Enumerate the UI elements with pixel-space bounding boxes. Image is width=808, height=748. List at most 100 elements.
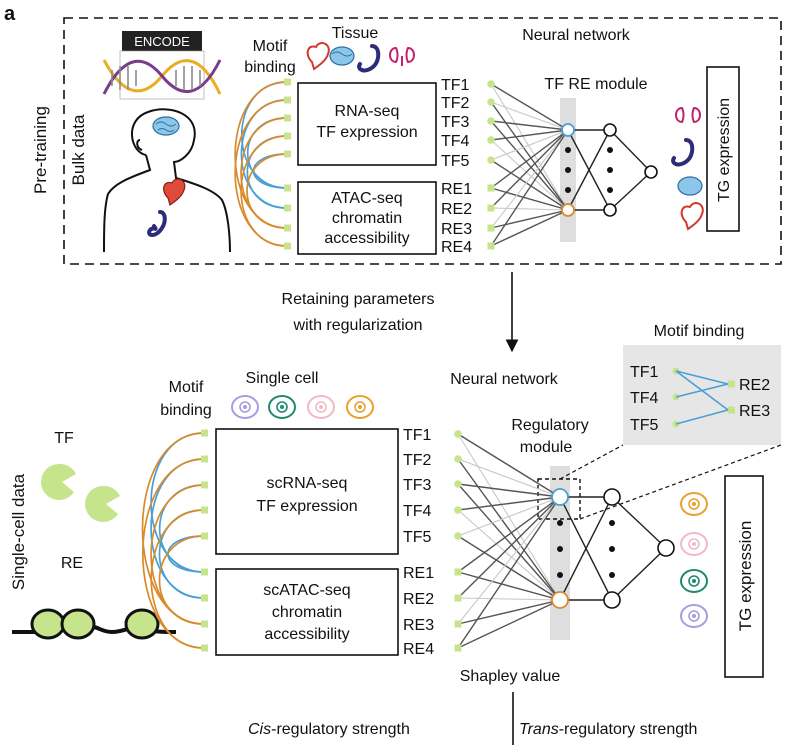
input-edge: [457, 458, 561, 498]
re-label-1: RE1: [403, 565, 434, 582]
sc-single-cell-label: Single cell: [246, 370, 319, 387]
input-edge: [490, 83, 569, 211]
hidden-edge: [559, 496, 613, 601]
cell-pink-icon: [307, 395, 335, 419]
sc-atac-line1: scATAC-seq: [263, 582, 350, 599]
module-ellipsis-dot: [557, 572, 563, 578]
tf-input-node-2: [487, 98, 495, 106]
re-label-2: RE2: [403, 591, 434, 608]
pretraining-motif-label: Motif: [253, 38, 288, 55]
tissue-kidney-icon: [389, 46, 415, 66]
encode-logo: ENCODE: [102, 31, 222, 100]
cell-nucleolus: [692, 502, 696, 506]
transition-line2: with regularization: [293, 317, 423, 334]
inset-re-node-2: [728, 406, 735, 414]
hidden-edge: [567, 129, 611, 211]
module-ellipsis-dot: [565, 147, 571, 153]
motif-arc: [158, 535, 205, 625]
input-square-8: [284, 224, 291, 232]
tf-label-1: TF1: [441, 77, 470, 94]
motif-arc: [167, 535, 205, 573]
input-edge: [490, 187, 569, 211]
output-node: [644, 165, 658, 179]
sc-binding-label: binding: [160, 402, 212, 419]
input-edge: [490, 129, 569, 141]
input-square-4: [201, 506, 208, 514]
inset-re-label-1: RE2: [739, 377, 770, 394]
output-node: [657, 539, 675, 557]
tf-label-5: TF5: [441, 153, 470, 170]
re-input-node-3: [454, 620, 462, 628]
hidden-node-1: [603, 123, 617, 137]
pretraining-input-squares: [284, 78, 291, 250]
cell-nucleus: [239, 401, 251, 413]
hidden-node-2: [603, 203, 617, 217]
sc-module-label-1: Regulatory: [511, 417, 588, 434]
sc-rna-box: [215, 428, 399, 555]
sc-motif-label: Motif: [169, 379, 204, 396]
input-square-9: [201, 644, 208, 652]
inset-connector-top: [559, 444, 624, 480]
pretraining-atac-box: [297, 181, 437, 255]
re-input-node-2: [487, 204, 495, 212]
tg-cell-icons: [680, 492, 708, 628]
input-edge: [457, 496, 561, 537]
svg-text:ENCODE: ENCODE: [134, 34, 190, 49]
sc-motif-arcs: [141, 432, 205, 649]
hidden-ellipsis-dot: [607, 167, 613, 173]
sc-network-nodes: [454, 430, 675, 652]
tg-stomach-icon: [671, 138, 695, 167]
re-input-node-2: [454, 594, 462, 602]
cell-nucleus: [688, 610, 700, 622]
input-edge: [457, 571, 561, 601]
inset-tf-label-3: TF5: [630, 417, 659, 434]
module-node-top: [561, 123, 575, 137]
input-edge: [490, 209, 569, 229]
pretraining-network-nodes: [487, 80, 658, 250]
tissue-brain-icon: [329, 46, 355, 66]
hidden-node-2: [603, 591, 621, 609]
module-node-bottom: [561, 203, 575, 217]
module-node-top: [551, 488, 569, 506]
input-square-2: [284, 96, 291, 104]
inset-re-node-1: [728, 380, 735, 388]
pretraining-atac-line3: accessibility: [324, 230, 409, 247]
cell-nucleolus: [358, 405, 362, 409]
hidden-ellipsis-dot: [609, 520, 615, 526]
sc-tf-label: TF: [54, 430, 74, 447]
inset-binding-edge: [675, 370, 729, 385]
input-edge: [490, 207, 569, 211]
input-edge: [490, 129, 569, 247]
module-ellipsis-dot: [557, 520, 563, 526]
input-square-8: [201, 620, 208, 628]
inset-binding-edge: [675, 383, 729, 398]
sc-module-label-2: module: [520, 439, 573, 456]
input-edge: [490, 120, 569, 211]
input-square-6: [201, 568, 208, 576]
input-edge: [457, 483, 561, 601]
input-edge: [457, 496, 561, 599]
input-edge: [457, 509, 561, 601]
motif-arc: [150, 509, 205, 649]
brain-icon: [152, 116, 180, 136]
inset-re-label-2: RE3: [739, 403, 770, 420]
tg-cell-pink-icon: [680, 532, 708, 556]
inset-binding-edge: [675, 409, 729, 425]
input-edge: [490, 129, 569, 161]
re-input-node-1: [454, 568, 462, 576]
input-square-3: [201, 481, 208, 489]
inset-connector-bottom: [579, 444, 782, 520]
input-edge: [457, 496, 561, 625]
input-edge: [457, 433, 561, 498]
pretraining-network-edges: [490, 83, 652, 247]
sc-input-squares: [201, 429, 208, 652]
input-square-5: [201, 532, 208, 540]
hidden-node-1: [603, 488, 621, 506]
cell-nucleolus: [243, 405, 247, 409]
tf-input-node-5: [454, 532, 462, 540]
module-ellipsis-dot: [565, 167, 571, 173]
input-square-3: [284, 114, 291, 122]
cell-purple-icon: [231, 395, 259, 419]
pretraining-nn-label: Neural network: [522, 27, 631, 44]
hidden-ellipsis-dot: [609, 546, 615, 552]
